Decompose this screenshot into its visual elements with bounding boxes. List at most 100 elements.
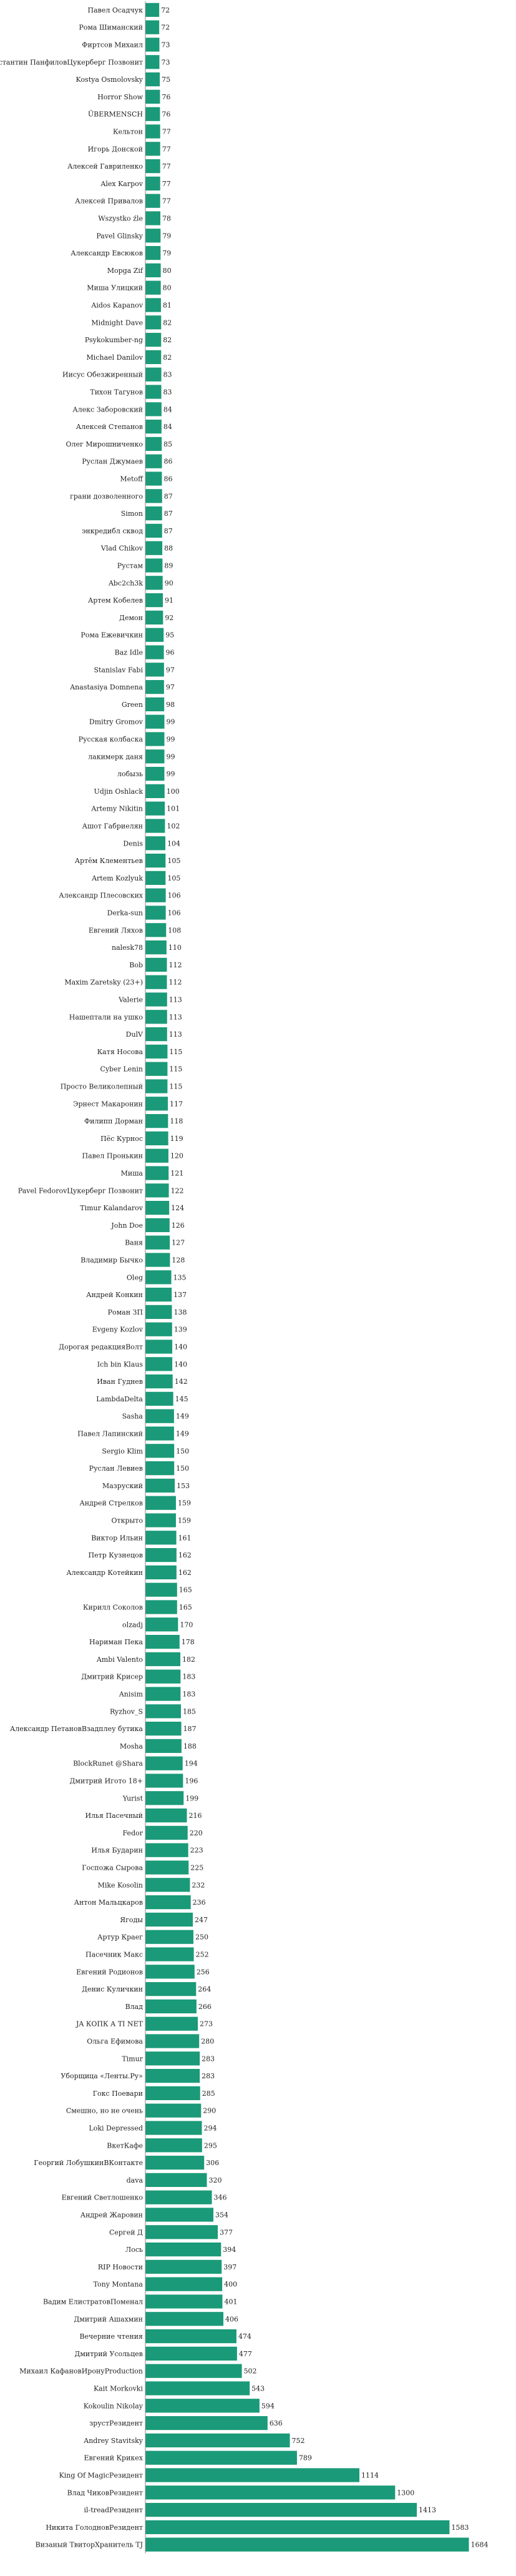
category-label: Константин ПанфиловЦукерберг Позвонит — [0, 58, 143, 66]
value-label: 99 — [166, 770, 175, 778]
bar — [145, 1912, 193, 1927]
category-label: Просто Великолепный — [61, 1083, 143, 1091]
category-label: Открыто — [112, 1517, 144, 1525]
value-label: 83 — [163, 388, 172, 397]
value-label: 72 — [161, 6, 170, 14]
category-label: Aidos Kapanov — [90, 302, 143, 310]
value-label: 119 — [170, 1135, 183, 1143]
value-label: 81 — [163, 302, 172, 310]
value-label: 124 — [171, 1204, 184, 1212]
category-label: грани дозволенного — [70, 492, 143, 500]
category-label: John Doe — [110, 1221, 143, 1230]
category-label: Дорогая редакцияВолт — [59, 1343, 143, 1351]
value-label: 273 — [200, 2020, 213, 2028]
category-label: Вадим ЕлистратовПоменал — [43, 2298, 143, 2306]
category-label: Ольга Ефимова — [87, 2038, 143, 2046]
bar — [145, 836, 166, 851]
category-label: Никита ГолодновРезидент — [46, 2524, 143, 2532]
bar — [145, 280, 161, 295]
bar — [145, 1756, 183, 1770]
value-label: 145 — [175, 1395, 188, 1403]
bar — [145, 541, 163, 555]
value-label: 1413 — [419, 2506, 436, 2514]
value-label: 543 — [251, 2385, 265, 2393]
value-label: 183 — [182, 1673, 195, 1681]
value-label: 115 — [169, 1083, 182, 1091]
bar — [145, 2485, 396, 2500]
category-label: Midnight Dave — [91, 318, 143, 327]
category-label: Ваня — [125, 1239, 143, 1247]
bar — [145, 2121, 202, 2135]
value-label: 87 — [164, 510, 173, 518]
category-label: Vlad Chikov — [100, 545, 144, 553]
category-label: Пёс Курнос — [100, 1135, 143, 1143]
value-label: 477 — [239, 2350, 252, 2358]
bar — [145, 2433, 290, 2448]
category-label: Сергей Д — [109, 2228, 143, 2236]
value-label: 594 — [261, 2402, 275, 2410]
bar — [145, 20, 160, 34]
value-label: 104 — [167, 839, 180, 847]
value-label: 752 — [292, 2437, 305, 2445]
category-label: Вечерние чтения — [79, 2332, 143, 2341]
category-label: Игорь Донской — [88, 145, 143, 153]
category-label: Георгий ЛобушкинВКонтакте — [34, 2159, 143, 2167]
category-label: Alex Karpov — [100, 180, 143, 188]
category-label: Timur Kalandarov — [80, 1204, 144, 1212]
category-label: Руслан Джумаев — [82, 458, 143, 466]
category-label: Роман ЗП — [108, 1308, 143, 1316]
bar — [145, 1461, 175, 1476]
bar — [145, 2450, 297, 2465]
bar — [145, 2346, 237, 2361]
value-label: 115 — [169, 1048, 182, 1056]
category-label: Yurist — [122, 1794, 144, 1802]
value-label: 406 — [225, 2315, 238, 2323]
bar — [145, 1496, 176, 1510]
bar — [145, 1652, 181, 1667]
bar — [145, 714, 165, 729]
bar — [145, 2312, 224, 2326]
category-label: Филипп Дорман — [84, 1117, 143, 1125]
value-label: 113 — [169, 1013, 182, 1021]
bar — [145, 2294, 223, 2309]
value-label: 789 — [299, 2454, 312, 2462]
value-label: 126 — [172, 1221, 185, 1230]
category-label: Ryzhov_S — [110, 1707, 143, 1715]
bar — [145, 1791, 184, 1805]
category-label: Baz Idle — [115, 649, 143, 657]
value-label: 182 — [182, 1656, 195, 1664]
category-label: Нашептали на ушко — [69, 1013, 144, 1021]
category-label: Миша — [121, 1170, 144, 1178]
category-label: BlockRunet @Shara — [73, 1760, 143, 1768]
bar — [145, 211, 161, 225]
value-label: 1114 — [361, 2472, 379, 2480]
category-label: Sasha — [122, 1413, 144, 1421]
bar — [145, 2138, 202, 2153]
category-label: Horror Show — [97, 93, 143, 101]
value-label: 128 — [172, 1256, 185, 1265]
value-label: 178 — [182, 1638, 195, 1646]
bar — [145, 1634, 180, 1649]
category-label: olzadj — [122, 1621, 143, 1629]
value-label: 150 — [176, 1464, 189, 1473]
value-label: 1300 — [397, 2489, 414, 2497]
category-label: Pavel FedorovЦукерберг Позвонит — [18, 1187, 143, 1195]
value-label: 113 — [169, 1030, 182, 1039]
bar — [145, 55, 160, 69]
category-label: Derka-sun — [107, 909, 143, 917]
category-label: Андрей Конкин — [86, 1291, 143, 1299]
category-label: Алекс Заборовский — [72, 405, 143, 413]
bar — [145, 1981, 197, 1996]
bar — [145, 1409, 174, 1423]
bar — [145, 558, 163, 573]
value-label: 127 — [172, 1239, 185, 1247]
bar — [145, 1044, 168, 1059]
category-label: Алексей Степанов — [76, 423, 143, 431]
bar — [145, 784, 165, 799]
category-label: Павел Лапинский — [77, 1430, 143, 1438]
value-label: 98 — [166, 701, 175, 709]
bar — [145, 992, 167, 1007]
bar — [145, 1669, 181, 1684]
value-label: 76 — [162, 111, 170, 119]
bar — [145, 1531, 177, 1545]
